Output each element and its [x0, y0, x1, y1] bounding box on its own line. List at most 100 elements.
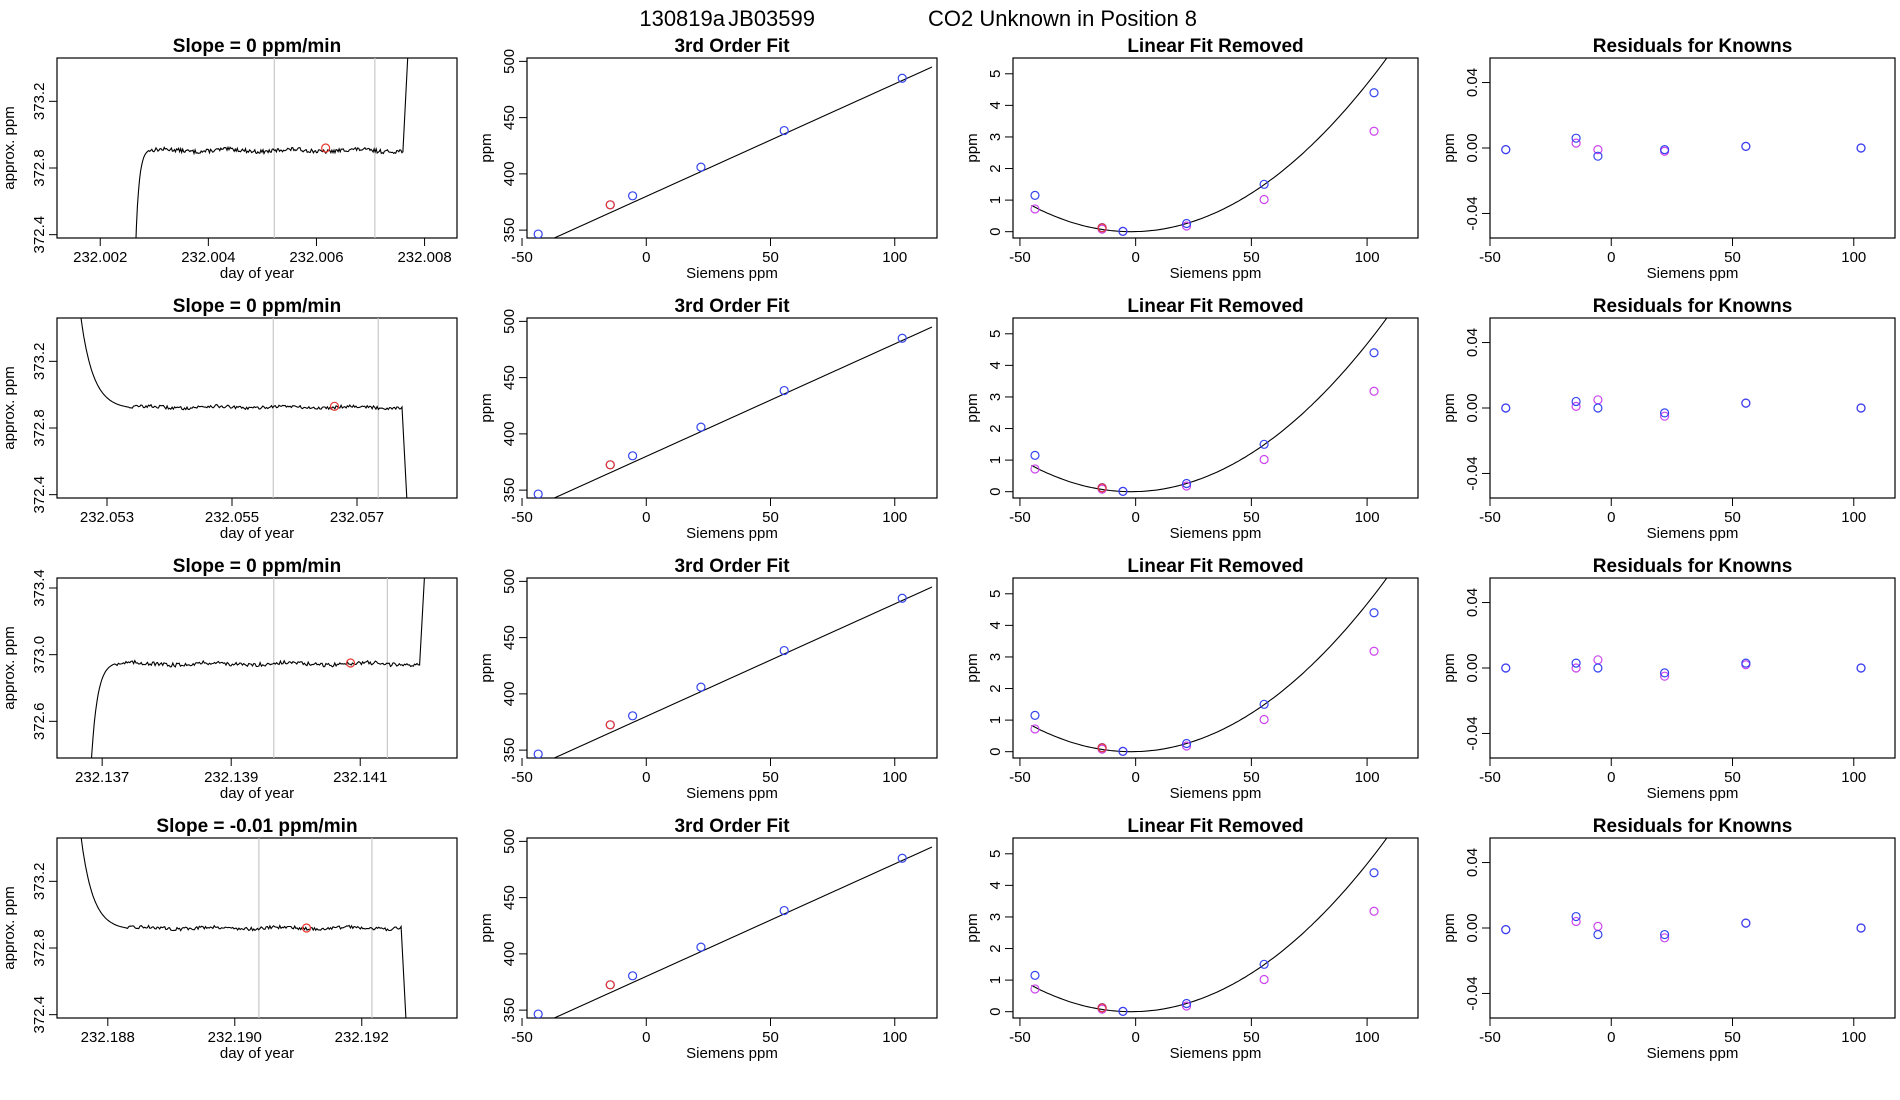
x-tick-label: 0: [1607, 769, 1615, 786]
y-tick-label: 1: [987, 716, 1004, 724]
panel-title: 3rd Order Fit: [674, 36, 790, 57]
x-tick-label: 0: [1131, 769, 1139, 786]
standard-point-blue: [1501, 403, 1511, 413]
x-tick-label: 0: [642, 249, 650, 266]
panel-r2-c0: Slope = 0 ppm/min 232.137 232.139 232.141 37…: [1, 556, 458, 802]
panel-title: Residuals for Knowns: [1593, 816, 1793, 837]
x-tick-label: -50: [1479, 769, 1501, 786]
panel-title: Slope = -0.01 ppm/min: [156, 816, 357, 837]
y-tick-label: 3: [987, 393, 1004, 401]
fit-curve: [552, 326, 933, 498]
x-tick-label: 100: [1355, 249, 1380, 266]
y-axis-label: ppm: [1441, 913, 1458, 942]
y-axis-label: approx. ppm: [1, 886, 18, 969]
fit-curve: [552, 66, 933, 238]
standard-point-blue: [533, 1009, 543, 1018]
x-tick-label: 232.192: [335, 1029, 389, 1046]
x-axis-label: Siemens ppm: [1647, 525, 1739, 542]
plot-frame: [56, 57, 458, 239]
standard-point-blue: [1501, 145, 1511, 155]
x-tick-label: 232.006: [289, 249, 343, 266]
standard-point-blue: [897, 73, 907, 83]
x-tick-label: -50: [1009, 249, 1031, 266]
y-axis-label: ppm: [1441, 393, 1458, 422]
standard-point-blue: [1856, 403, 1866, 413]
plot-area: [1030, 58, 1388, 236]
y-tick-label: -0.04: [1464, 456, 1481, 490]
concentration-trace: [90, 578, 425, 758]
standard-point-blue: [1741, 398, 1751, 408]
standard-point-blue: [1030, 190, 1040, 200]
standard-point-blue: [1593, 663, 1603, 673]
y-tick-label: 400: [501, 681, 518, 706]
panel-r3-c1: 3rd Order Fit -50 0 50 100 350 400 450 500 Siemen…: [478, 816, 938, 1062]
standard-point-magenta: [1030, 464, 1040, 474]
standard-point-blue: [628, 711, 638, 721]
plot-area: [1501, 655, 1866, 681]
standard-point-magenta: [1369, 126, 1379, 136]
x-tick-label: 50: [1724, 509, 1741, 526]
y-tick-label: 2: [987, 944, 1004, 952]
unknown-point-red: [1097, 223, 1107, 233]
x-axis-label: Siemens ppm: [686, 785, 778, 802]
unknown-point-red: [605, 980, 615, 990]
standard-point-magenta: [1571, 916, 1581, 927]
x-tick-label: 0: [642, 1029, 650, 1046]
unknown-point-red: [605, 460, 615, 470]
x-tick-label: 100: [1355, 509, 1380, 526]
x-tick-label: 232.141: [333, 769, 387, 786]
standard-point-blue: [1856, 663, 1866, 673]
standard-point-blue: [1501, 663, 1511, 673]
x-tick-label: -50: [1479, 249, 1501, 266]
standard-point-magenta: [1030, 204, 1040, 214]
x-tick-label: 50: [1243, 1029, 1260, 1046]
standard-point-blue: [628, 971, 638, 981]
panel-title: 3rd Order Fit: [674, 556, 790, 577]
standard-point-blue: [1501, 925, 1511, 935]
standard-point-magenta: [1660, 671, 1670, 681]
standard-point-blue: [1741, 658, 1751, 668]
y-axis-label: ppm: [964, 653, 981, 682]
panel-title: 3rd Order Fit: [674, 296, 790, 317]
standard-point-blue: [779, 385, 789, 396]
standard-point-blue: [1593, 403, 1603, 413]
y-tick-label: 372.4: [31, 476, 48, 514]
x-tick-label: 0: [1131, 1029, 1139, 1046]
x-tick-label: 232.055: [205, 509, 259, 526]
plot-frame: [1012, 57, 1419, 239]
standard-point-blue: [533, 489, 543, 498]
x-tick-label: 50: [1243, 509, 1260, 526]
standard-point-magenta: [1259, 454, 1269, 465]
x-tick-label: 0: [1131, 249, 1139, 266]
y-tick-label: 0: [987, 1008, 1004, 1016]
panel-title: 3rd Order Fit: [674, 816, 790, 837]
x-tick-label: 100: [882, 509, 907, 526]
standard-point-blue: [1369, 88, 1379, 98]
panel-title: Linear Fit Removed: [1127, 296, 1303, 317]
panel-title: Residuals for Knowns: [1593, 36, 1793, 57]
x-tick-label: -50: [511, 509, 533, 526]
plot-area: [1030, 578, 1388, 756]
standard-point-magenta: [1660, 411, 1670, 421]
panel-r1-c3: Residuals for Knowns -50 0 50 100 -0.04 0.00 0.…: [1441, 296, 1896, 542]
x-axis-label: Siemens ppm: [1647, 265, 1739, 282]
y-tick-label: 372.6: [31, 703, 48, 741]
y-axis-label: ppm: [478, 913, 495, 942]
plot-frame: [1012, 317, 1419, 499]
y-tick-label: 400: [501, 421, 518, 446]
unknown-point-red: [605, 720, 615, 730]
plot-area: [533, 586, 933, 758]
y-tick-label: 450: [501, 625, 518, 650]
y-axis-label: approx. ppm: [1, 366, 18, 449]
standard-point-blue: [1259, 699, 1269, 709]
standard-point-magenta: [1030, 984, 1040, 994]
x-tick-label: -50: [1479, 1029, 1501, 1046]
y-tick-label: 3: [987, 653, 1004, 661]
fit-curve: [1031, 578, 1388, 753]
average-point-marker: [321, 143, 331, 153]
plot-frame: [1489, 837, 1896, 1019]
panel-r2-c2: Linear Fit Removed -50 0 50 100 0 1 2 3 4 5 Siemens…: [964, 556, 1419, 802]
x-axis-label: day of year: [220, 265, 294, 282]
plot-area: [1030, 318, 1388, 496]
